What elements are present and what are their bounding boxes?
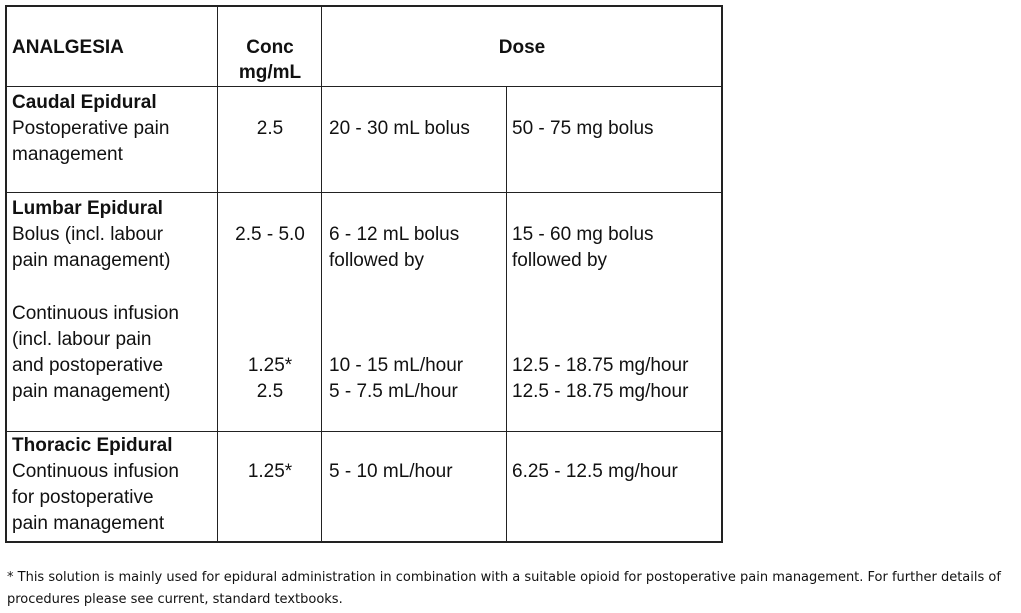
- row-title: Lumbar Epidural: [12, 198, 163, 219]
- dose-mg: 12.5 - 18.75 mg/hour: [512, 381, 689, 402]
- row-text: management: [12, 144, 123, 165]
- dose-ml: 20 - 30 mL bolus: [329, 118, 470, 139]
- header-analgesia: ANALGESIA: [12, 37, 124, 58]
- row-text: Postoperative pain: [12, 118, 170, 139]
- dose-mg: 6.25 - 12.5 mg/hour: [512, 461, 678, 482]
- header-dose: Dose: [498, 37, 546, 58]
- row-text: pain management): [12, 250, 171, 271]
- conc-value: 2.5 - 5.0: [235, 224, 305, 245]
- header-conc: Conc: [246, 37, 294, 58]
- dose-ml: followed by: [329, 250, 425, 271]
- dose-mg: followed by: [512, 250, 608, 271]
- row-title: Thoracic Epidural: [12, 435, 173, 456]
- row-text: pain management: [12, 513, 165, 534]
- conc-value: 1.25*: [247, 355, 293, 376]
- row-text: Continuous infusion: [12, 303, 179, 324]
- dose-ml: 5 - 7.5 mL/hour: [329, 381, 458, 402]
- row-text: for postoperative: [12, 487, 154, 508]
- row-text: and postoperative: [12, 355, 164, 376]
- row-text: (incl. labour pain: [12, 329, 152, 350]
- dose-ml: 10 - 15 mL/hour: [329, 355, 464, 376]
- dose-mg: 12.5 - 18.75 mg/hour: [512, 355, 689, 376]
- row-title: Caudal Epidural: [12, 92, 157, 113]
- conc-value: 1.25*: [247, 461, 293, 482]
- footnote: * This solution is mainly used for epidu…: [7, 570, 1001, 607]
- row-text: pain management): [12, 381, 171, 402]
- conc-value: 2.5: [256, 118, 284, 139]
- conc-value: 2.5: [256, 381, 284, 402]
- row-text: Continuous infusion: [12, 461, 179, 482]
- dose-mg: 50 - 75 mg bolus: [512, 118, 654, 139]
- dose-mg: 15 - 60 mg bolus: [512, 224, 654, 245]
- row-text: Bolus (incl. labour: [12, 224, 164, 245]
- dose-ml: 6 - 12 mL bolus: [329, 224, 460, 245]
- dose-ml: 5 - 10 mL/hour: [329, 461, 453, 482]
- header-conc-unit: mg/mL: [238, 62, 302, 83]
